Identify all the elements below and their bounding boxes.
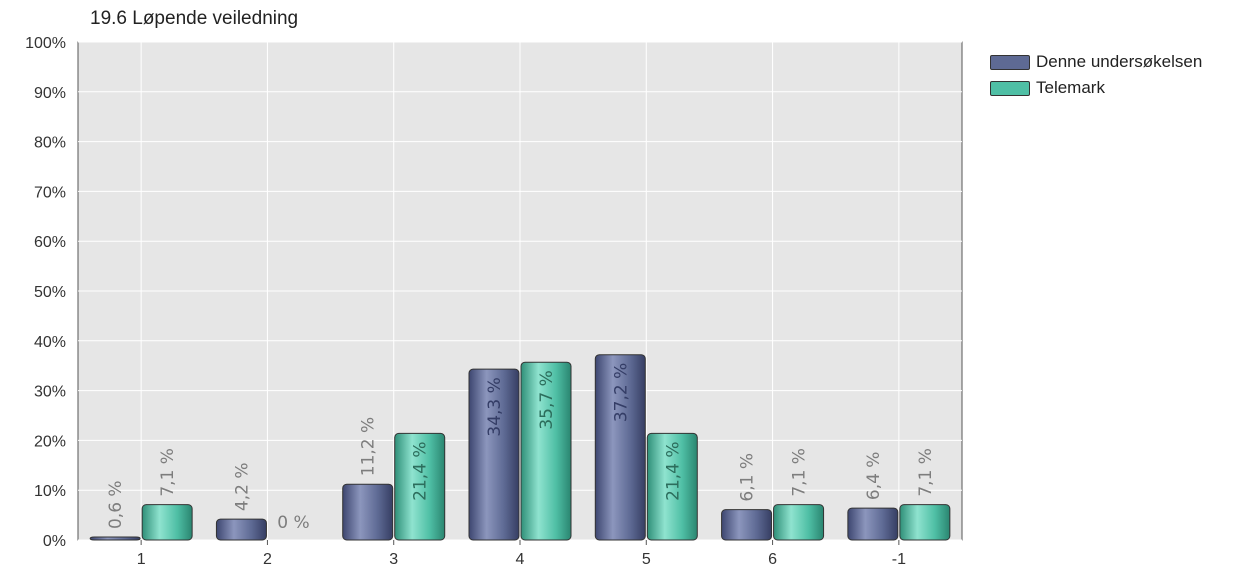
chart-title: 19.6 Løpende veiledning — [90, 8, 299, 29]
data-label: 0 % — [277, 513, 309, 533]
y-tick-label: 60% — [34, 234, 66, 251]
y-tick-label: 90% — [34, 85, 66, 102]
bar-series0-1 — [89, 536, 141, 541]
legend-item-denne-undersokelsen: Denne undersøkelsen — [990, 52, 1202, 72]
legend-swatch — [990, 54, 1030, 70]
data-label: 0,6 % — [106, 480, 126, 529]
y-tick-label: 40% — [34, 334, 66, 351]
data-label: 6,1 % — [738, 453, 758, 502]
bar-series0-2 — [215, 518, 267, 541]
bar-series0-3 — [342, 483, 394, 541]
bar-series1-1 — [141, 504, 193, 541]
bar-series1-5 — [646, 432, 698, 541]
y-tick-label: 70% — [34, 184, 66, 201]
data-label: 35,7 % — [537, 370, 557, 429]
bar-series1--1 — [899, 504, 951, 541]
x-tick-label: 3 — [389, 551, 398, 568]
data-label: 6,4 % — [864, 452, 884, 501]
bar-series1-3 — [394, 432, 446, 541]
y-tick-label: 10% — [34, 483, 66, 500]
y-tick-label: 50% — [34, 284, 66, 301]
y-tick-label: 20% — [34, 433, 66, 450]
bar-series0--1 — [847, 507, 899, 541]
bar-series0-5 — [594, 354, 646, 541]
x-tick-label: 2 — [263, 551, 272, 568]
y-tick-label: 100% — [25, 35, 66, 52]
x-tick-label: 1 — [137, 551, 146, 568]
legend: Denne undersøkelsen Telemark — [990, 52, 1202, 104]
bar-series1-4 — [520, 361, 572, 541]
x-tick-label: 6 — [768, 551, 777, 568]
legend-item-telemark: Telemark — [990, 78, 1202, 98]
data-label: 11,2 % — [359, 417, 379, 476]
x-tick-label: 4 — [516, 551, 525, 568]
legend-swatch — [990, 80, 1030, 96]
data-label: 34,3 % — [485, 377, 505, 436]
data-label: 21,4 % — [663, 441, 683, 500]
legend-label: Denne undersøkelsen — [1036, 52, 1203, 71]
data-label: 7,1 % — [790, 448, 810, 497]
data-label: 7,1 % — [158, 448, 178, 497]
y-tick-label: 0% — [43, 533, 66, 550]
y-tick-label: 30% — [34, 384, 66, 401]
bar-series1-6 — [773, 504, 825, 541]
legend-label: Telemark — [1036, 78, 1105, 97]
data-label: 7,1 % — [916, 448, 936, 497]
bar-series0-6 — [721, 509, 773, 541]
data-label: 37,2 % — [611, 363, 631, 422]
data-label: 4,2 % — [232, 462, 252, 511]
x-tick-label: 5 — [642, 551, 651, 568]
bar-series0-4 — [468, 368, 520, 541]
data-label: 21,4 % — [411, 441, 431, 500]
x-tick-label: -1 — [892, 551, 906, 568]
y-tick-label: 80% — [34, 135, 66, 152]
